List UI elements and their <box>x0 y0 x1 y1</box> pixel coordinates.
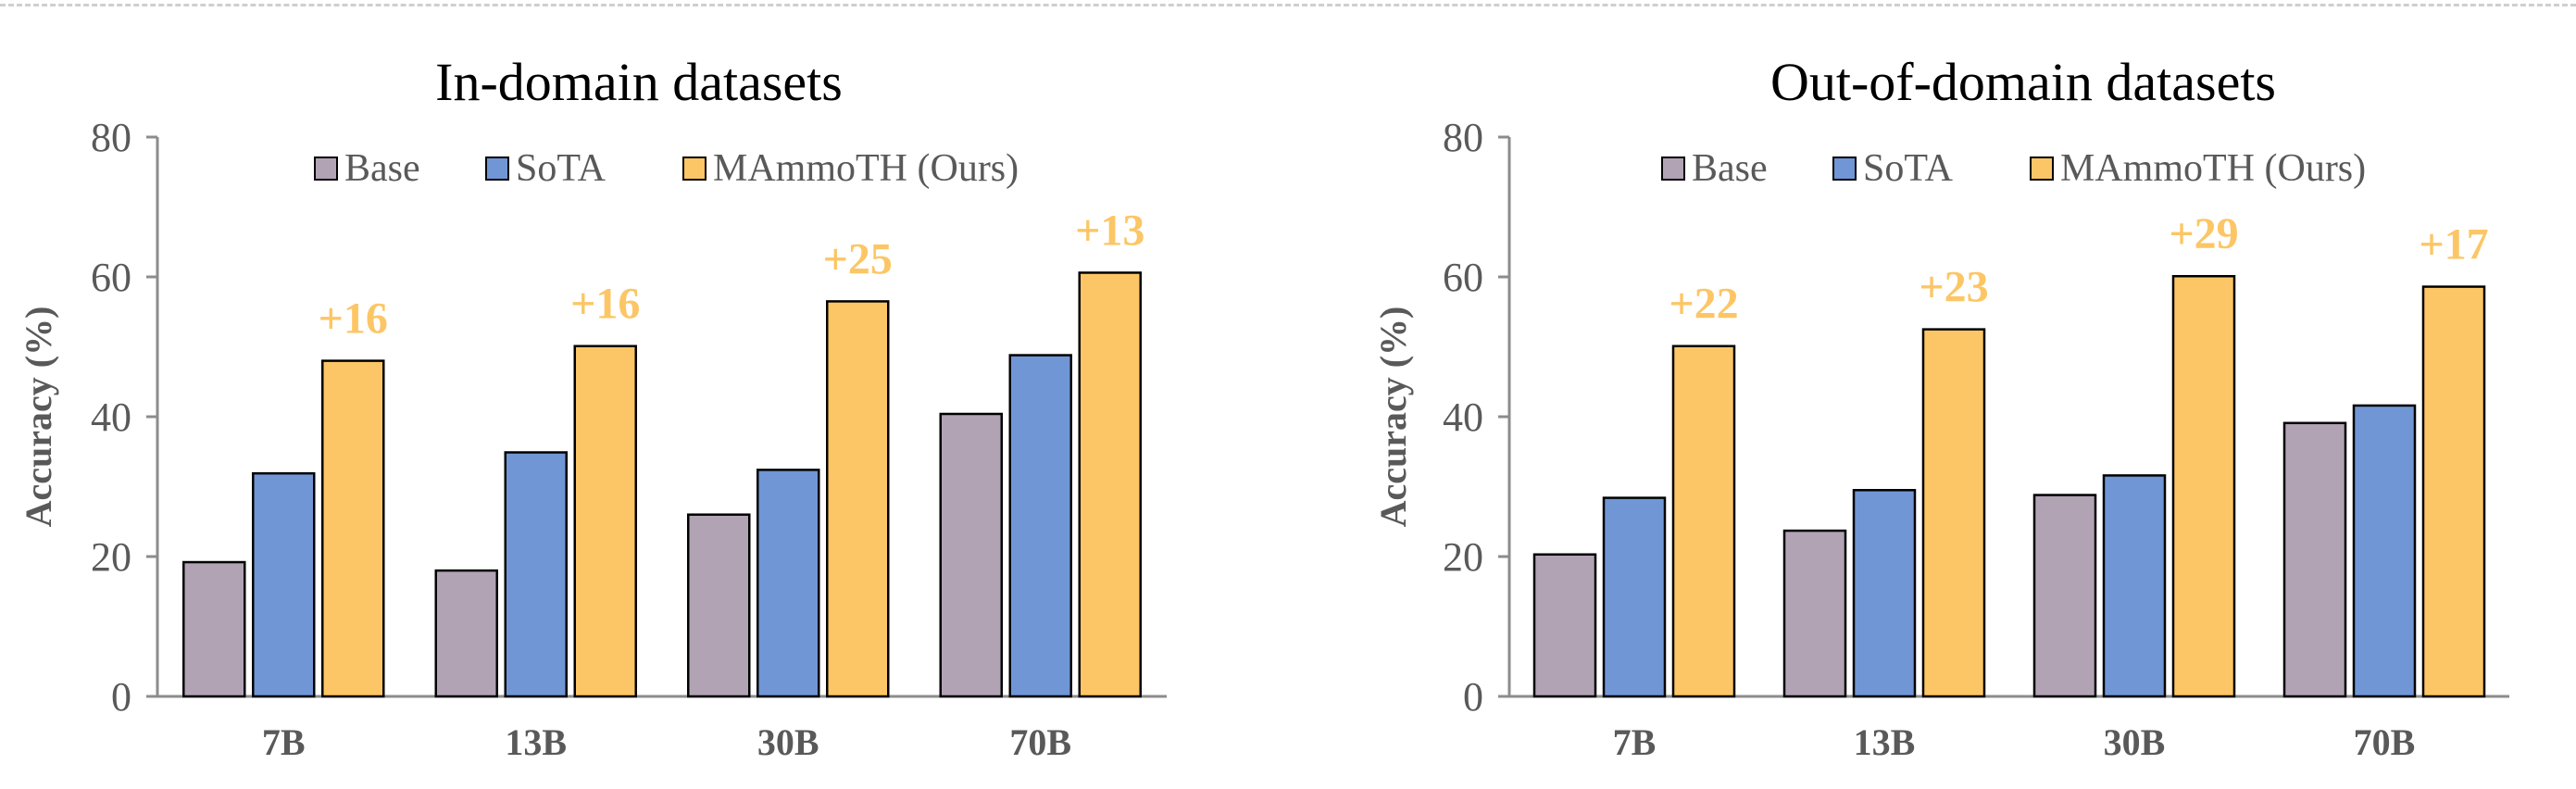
chart-title: Out-of-domain datasets <box>1770 52 2276 112</box>
legend-label-base: Base <box>1692 147 1768 190</box>
y-tick-label: 20 <box>1443 534 1483 580</box>
bar-ours <box>1921 328 1986 698</box>
y-tick-label: 80 <box>1443 115 1483 160</box>
bar-base <box>687 513 751 698</box>
y-tick-label: 20 <box>91 534 131 580</box>
bar-sota <box>757 469 820 698</box>
y-tick-label: 0 <box>111 674 131 720</box>
bar-base <box>1532 553 1597 698</box>
y-tick-label: 40 <box>91 394 131 440</box>
legend-swatch-sota <box>485 157 509 181</box>
gain-label: +16 <box>319 294 388 344</box>
legend-swatch-base <box>1661 157 1685 181</box>
bar-ours <box>1671 344 1736 698</box>
x-tick-label: 70B <box>1009 721 1071 763</box>
y-axis-label: Accuracy (%) <box>1372 307 1414 528</box>
x-tick-label: 13B <box>1854 721 1916 763</box>
bar-ours <box>2421 285 2486 698</box>
bar-sota <box>252 471 316 698</box>
bar-ours <box>573 344 637 698</box>
x-tick-label: 7B <box>262 721 306 763</box>
gain-label: +29 <box>2169 209 2238 258</box>
bar-sota <box>2352 404 2417 698</box>
legend: Base SoTA MAmmoTH (Ours) <box>1661 147 2366 190</box>
legend-label-sota: SoTA <box>516 147 606 190</box>
chart-panel-2: Out-of-domain datasets Accuracy (%) 0 20 40 6… <box>1372 52 2509 763</box>
legend-swatch-ours <box>682 157 707 181</box>
bar-base <box>2282 421 2347 698</box>
gain-label: +17 <box>2419 220 2488 269</box>
bar-ours <box>321 359 385 698</box>
legend-label-base: Base <box>344 147 420 190</box>
y-tick-label: 60 <box>1443 255 1483 300</box>
bar-sota <box>1602 496 1667 698</box>
bar-sota <box>504 451 568 698</box>
bar-ours <box>2171 274 2236 698</box>
legend: Base SoTA MAmmoTH (Ours) <box>314 147 1019 190</box>
y-tick-label: 60 <box>91 255 131 300</box>
x-tick-label: 30B <box>2104 721 2166 763</box>
top-divider <box>0 4 2576 6</box>
x-tick-label: 7B <box>1613 721 1657 763</box>
chart-panel-1: In-domain datasets Accuracy (%) 0 20 40 60 80 +… <box>18 52 1167 763</box>
bar-base <box>182 560 246 698</box>
y-tick-label: 40 <box>1443 394 1483 440</box>
legend-swatch-base <box>314 157 338 181</box>
legend-label-ours: MAmmoTH (Ours) <box>2060 147 2366 190</box>
bar-base <box>434 569 498 698</box>
bar-sota <box>1852 489 1917 698</box>
bar-base <box>2032 494 2097 698</box>
bar-sota <box>2102 474 2167 698</box>
y-axis-label: Accuracy (%) <box>18 307 59 528</box>
x-tick-label: 70B <box>2354 721 2416 763</box>
gain-label: +16 <box>570 280 640 329</box>
bar-base <box>939 412 1003 698</box>
gain-label: +13 <box>1075 206 1144 255</box>
gain-label: +23 <box>1919 263 1988 312</box>
bar-sota <box>1008 354 1072 698</box>
gain-label: +22 <box>1669 280 1738 329</box>
legend-swatch-ours <box>2030 157 2054 181</box>
bar-ours <box>1078 271 1142 698</box>
bar-ours <box>826 300 890 698</box>
legend-label-ours: MAmmoTH (Ours) <box>713 147 1019 190</box>
legend-swatch-sota <box>1832 157 1857 181</box>
y-tick-label: 80 <box>91 115 131 160</box>
x-tick-label: 30B <box>757 721 819 763</box>
y-tick-label: 0 <box>1463 674 1483 720</box>
x-tick-label: 13B <box>505 721 567 763</box>
legend-label-sota: SoTA <box>1863 147 1954 190</box>
bar-base <box>1782 529 1847 698</box>
gain-label: +25 <box>823 234 893 283</box>
chart-title: In-domain datasets <box>435 52 843 112</box>
